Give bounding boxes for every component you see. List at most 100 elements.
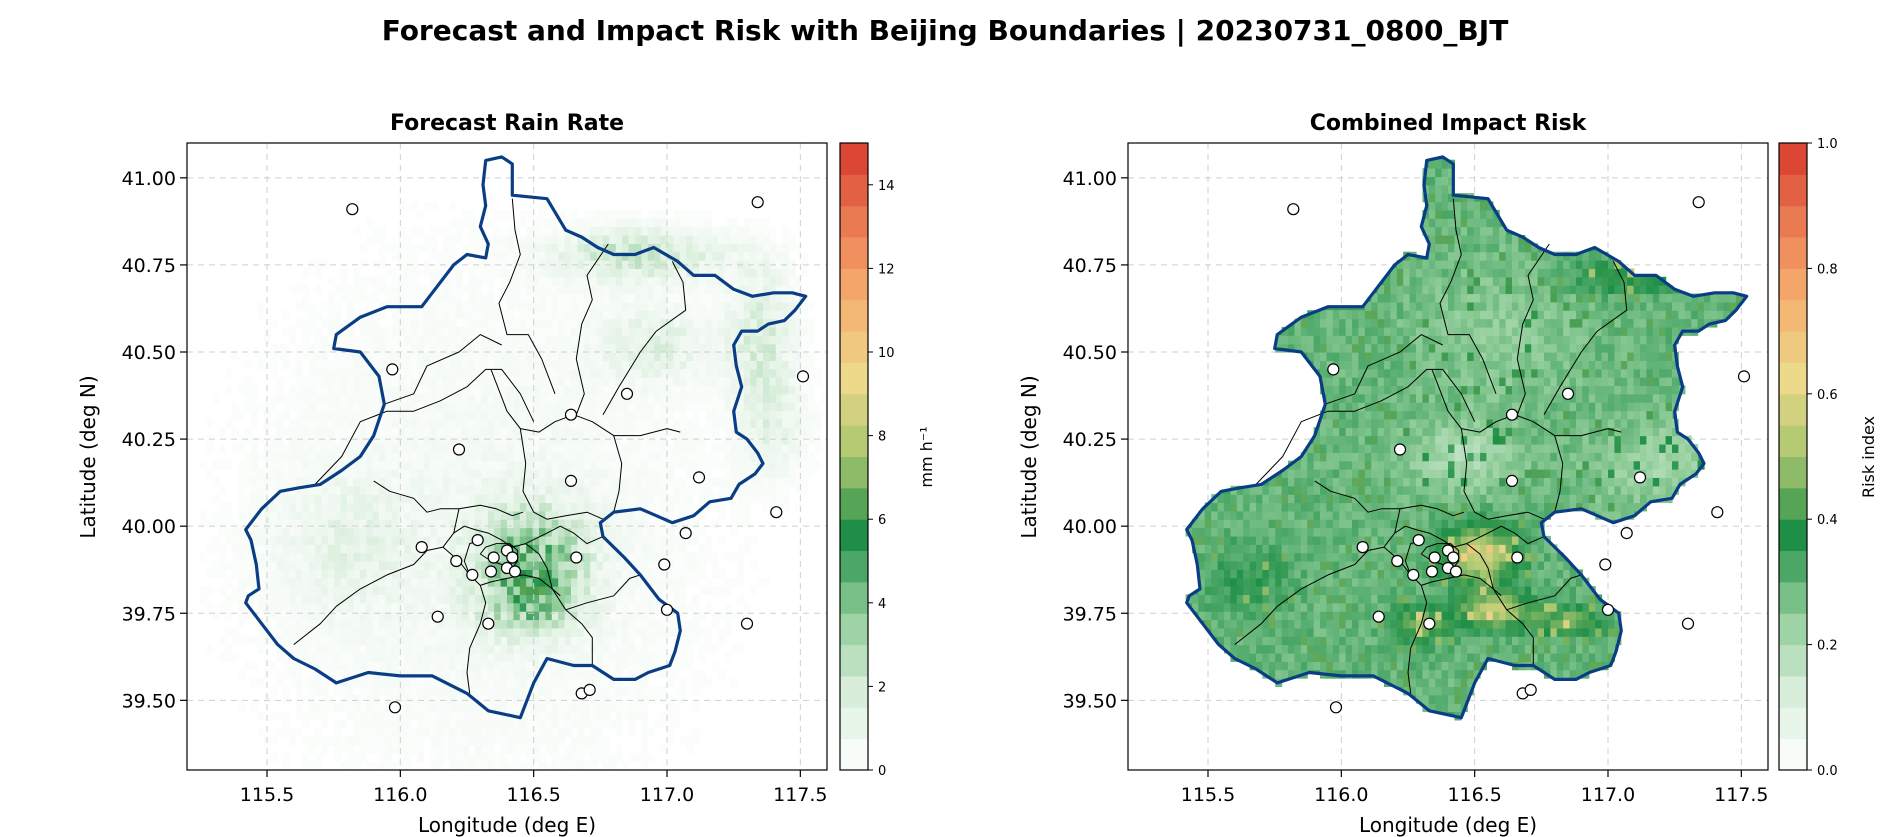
rain-cell	[590, 753, 598, 763]
rain-cell	[801, 385, 809, 395]
rain-cell	[404, 703, 412, 713]
rain-cell	[807, 326, 815, 336]
rain-cell	[724, 243, 732, 253]
rain-cell	[769, 435, 777, 445]
rain-cell	[609, 627, 617, 637]
rain-cell	[615, 352, 623, 361]
rain-cell	[609, 694, 617, 704]
rain-cell	[577, 243, 585, 253]
rain-cell	[667, 694, 674, 704]
rain-cell	[449, 594, 457, 604]
rain-cell	[379, 728, 386, 738]
rain-cell	[513, 594, 521, 604]
rain-cell	[379, 519, 386, 529]
rain-cell	[814, 402, 822, 412]
rain-cell	[449, 268, 457, 278]
district-line	[498, 198, 556, 394]
rain-cell	[769, 469, 777, 478]
rain-cell	[641, 544, 649, 554]
rain-cell	[379, 435, 386, 445]
rain-cell	[238, 669, 246, 679]
rain-cell	[411, 535, 418, 545]
rain-cell	[398, 636, 406, 646]
rain-cell	[475, 552, 482, 562]
rain-cell	[334, 477, 342, 487]
rain-cell	[308, 611, 316, 621]
rain-cell	[667, 335, 674, 345]
rain-cell	[641, 301, 649, 311]
rain-cell	[577, 485, 585, 495]
rain-cell	[743, 502, 751, 512]
rain-cell	[404, 268, 412, 278]
rain-cell	[385, 552, 393, 562]
rain-cell	[673, 619, 681, 629]
rain-cell	[532, 402, 540, 412]
rain-cell	[686, 469, 694, 478]
rain-cell	[711, 435, 719, 445]
rain-cell	[334, 393, 342, 403]
rain-cell	[340, 368, 348, 378]
rain-cell	[398, 285, 406, 295]
rain-cell	[321, 586, 329, 596]
rain-cell	[315, 260, 322, 269]
rain-cell	[718, 343, 726, 353]
rain-cell	[763, 435, 770, 445]
rain-cell	[391, 410, 399, 420]
rain-cell	[782, 268, 790, 278]
rain-cell	[417, 728, 425, 738]
rain-cell	[385, 711, 393, 721]
rain-cell	[340, 494, 348, 504]
rain-cell	[814, 427, 822, 437]
rain-cell	[481, 310, 489, 320]
rain-cell	[577, 736, 585, 746]
rain-cell	[500, 285, 508, 295]
rain-cell	[475, 360, 482, 370]
rain-cell	[731, 276, 738, 286]
rain-cell	[724, 469, 732, 478]
rain-cell	[379, 260, 386, 269]
rain-cell	[679, 460, 687, 470]
rain-cell	[443, 393, 450, 403]
rain-cell	[276, 602, 284, 612]
rain-cell	[539, 343, 546, 353]
rain-cell	[487, 669, 495, 679]
rain-cell	[263, 694, 271, 704]
rain-cell	[283, 452, 290, 462]
rain-cell	[449, 744, 457, 754]
rain-cell	[353, 569, 361, 579]
rain-cell	[334, 310, 342, 320]
rain-cell	[302, 343, 310, 353]
rain-cell	[679, 477, 687, 487]
rain-cell	[615, 343, 623, 353]
rain-cell	[404, 460, 412, 470]
rain-cell	[411, 343, 418, 353]
rain-cell	[577, 318, 585, 328]
rain-cell	[340, 669, 348, 679]
rain-cell	[327, 510, 335, 520]
rain-cell	[795, 502, 802, 512]
rain-cell	[481, 318, 489, 328]
rain-cell	[551, 719, 559, 729]
rain-cell	[750, 435, 758, 445]
rain-cell	[660, 510, 668, 520]
rain-cell	[577, 761, 585, 770]
rain-cell	[711, 586, 719, 596]
rain-cell	[455, 385, 463, 395]
rain-cell	[673, 627, 681, 637]
rain-cell	[692, 678, 700, 687]
rain-cell	[334, 611, 342, 621]
rain-cell	[545, 435, 553, 445]
rain-cell	[782, 494, 790, 504]
rain-cell	[500, 444, 508, 453]
rain-cell	[660, 469, 668, 478]
rain-cell	[436, 494, 444, 504]
rain-cell	[603, 544, 610, 554]
rain-cell	[603, 377, 610, 387]
rain-cell	[782, 402, 790, 412]
rain-cell	[353, 377, 361, 387]
rain-cell	[443, 669, 450, 679]
rain-cell	[347, 744, 354, 754]
rain-cell	[481, 418, 489, 428]
rain-cell	[276, 527, 284, 537]
rain-cell	[603, 352, 610, 361]
